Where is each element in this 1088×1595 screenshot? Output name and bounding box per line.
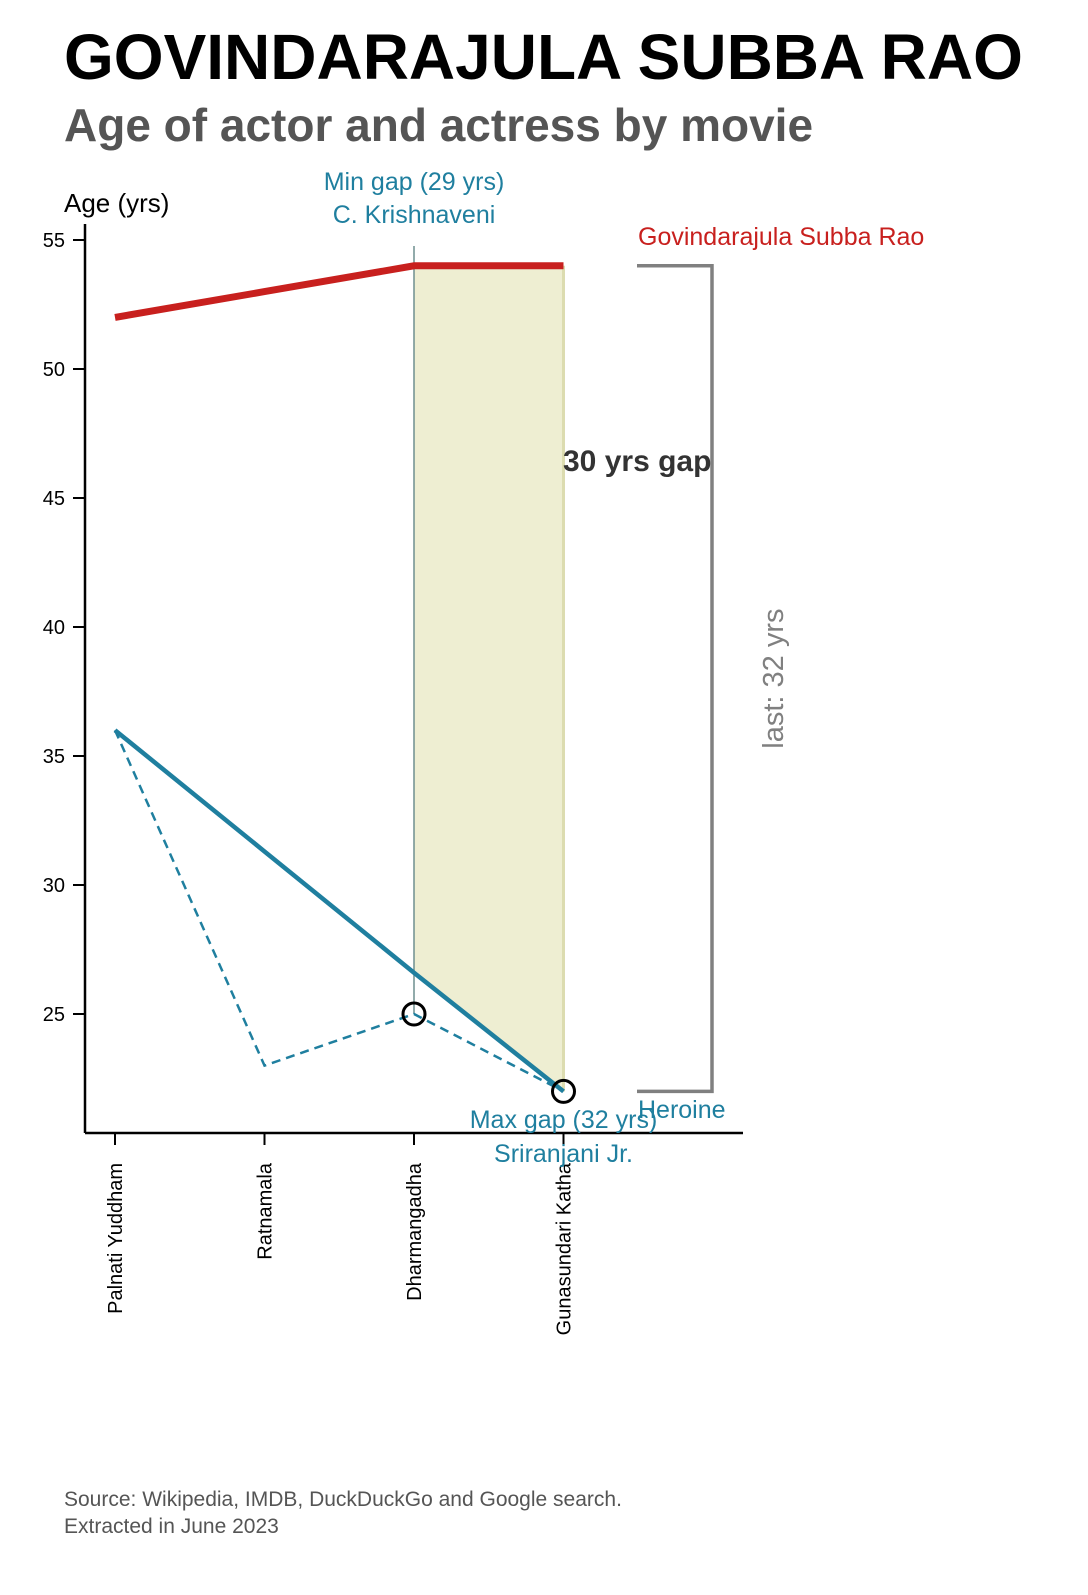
source-line-2: Extracted in June 2023: [64, 1515, 279, 1538]
page-subtitle: Age of actor and actress by movie: [64, 99, 814, 151]
source-note: Source: Wikipedia, IMDB, DuckDuckGo and …: [64, 1486, 622, 1540]
y-tick-label: 50: [43, 359, 65, 381]
annotations-group: Govindarajula Subba Rao Heroine last: 32 y…: [324, 168, 925, 1168]
heroine-series-label: Heroine: [638, 1096, 726, 1124]
y-tick-label: 55: [43, 230, 65, 252]
heroine-age-dashed-line: [113, 729, 565, 1093]
gap-label: 30 yrs gap: [563, 445, 711, 478]
page-title: GOVINDARAJULA SUBBA RAO: [64, 21, 1023, 93]
y-tick-label: 35: [43, 746, 65, 768]
x-tick-label: Palnati Yuddham: [105, 1163, 127, 1314]
axes-group: Age (yrs) 25 30 35 40 45 50 55 Palnati Yuddham Ra…: [43, 188, 743, 1335]
series-group: [113, 262, 565, 1094]
x-tick-label: Ratnamala: [255, 1162, 277, 1260]
annotation-name: C. Krishnaveni: [333, 201, 496, 229]
highlight-region: [414, 265, 564, 1092]
x-tick-label: Gunasundari Katha: [554, 1162, 576, 1335]
last-gap-bracket: [637, 264, 714, 1094]
age-gap-chart: Age (yrs) 25 30 35 40 45 50 55 Palnati Yuddham Ra…: [43, 168, 925, 1335]
actor-series-label: Govindarajula Subba Rao: [638, 223, 924, 251]
source-line-1: Source: Wikipedia, IMDB, DuckDuckGo and …: [64, 1488, 622, 1511]
x-tick-label: Dharmangadha: [404, 1162, 426, 1301]
annotation-name: Sriranjani Jr.: [494, 1140, 633, 1168]
last-gap-label: last: 32 yrs: [758, 608, 790, 748]
annotation-marker-circle: [401, 1001, 427, 1027]
y-tick-label: 30: [43, 875, 65, 897]
y-tick-label: 45: [43, 488, 65, 510]
annotation-label: Min gap (29 yrs): [324, 168, 505, 196]
highlight-region-group: [413, 246, 565, 1092]
heroine-age-trend-line: [113, 728, 565, 1094]
y-tick-label: 25: [43, 1004, 65, 1026]
annotation-marker-circle: [551, 1078, 576, 1104]
annotation-label: Max gap (32 yrs): [470, 1106, 658, 1134]
y-axis-label: Age (yrs): [64, 188, 169, 218]
actor-age-line: [114, 262, 564, 321]
y-tick-label: 40: [43, 617, 65, 639]
